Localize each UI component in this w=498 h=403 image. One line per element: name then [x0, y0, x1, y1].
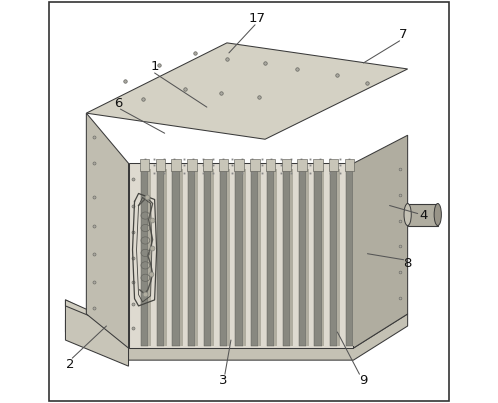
Bar	[227, 169, 230, 346]
Text: 17: 17	[249, 12, 265, 25]
Bar	[180, 169, 183, 346]
Text: 7: 7	[399, 28, 408, 42]
Polygon shape	[65, 300, 128, 332]
Bar	[346, 169, 353, 346]
Bar	[306, 169, 309, 346]
Bar	[290, 169, 293, 346]
Bar	[220, 169, 227, 346]
Bar	[267, 169, 274, 346]
Bar	[298, 169, 306, 346]
Text: 3: 3	[219, 374, 227, 387]
Bar	[219, 159, 228, 171]
Bar	[281, 159, 291, 171]
Text: 8: 8	[403, 257, 412, 270]
Polygon shape	[86, 113, 128, 348]
Bar	[329, 159, 339, 171]
Bar	[203, 159, 213, 171]
Bar	[172, 169, 180, 346]
Bar	[330, 169, 337, 346]
Polygon shape	[65, 300, 128, 366]
Bar	[313, 159, 323, 171]
Bar	[274, 169, 277, 346]
Bar	[187, 159, 197, 171]
Polygon shape	[86, 43, 408, 139]
Bar	[314, 169, 322, 346]
Bar	[408, 204, 438, 226]
Polygon shape	[65, 314, 408, 360]
Bar	[171, 159, 181, 171]
Bar	[345, 159, 354, 171]
Bar	[258, 169, 261, 346]
Bar	[211, 169, 214, 346]
Bar	[297, 159, 307, 171]
Bar	[322, 169, 324, 346]
Polygon shape	[354, 135, 408, 348]
Text: 9: 9	[359, 374, 368, 387]
Bar	[250, 159, 259, 171]
Bar	[266, 159, 275, 171]
Bar	[155, 159, 165, 171]
Text: 6: 6	[114, 97, 123, 110]
Text: 4: 4	[419, 209, 428, 222]
Bar	[148, 169, 151, 346]
Bar	[234, 159, 244, 171]
Bar	[353, 169, 356, 346]
Bar	[164, 169, 167, 346]
Ellipse shape	[434, 204, 441, 226]
Bar	[283, 169, 290, 346]
Text: 2: 2	[66, 357, 75, 371]
Bar	[204, 169, 211, 346]
Ellipse shape	[404, 204, 411, 226]
Bar	[140, 159, 149, 171]
Bar	[337, 169, 340, 346]
Bar	[141, 169, 148, 346]
Bar	[251, 169, 258, 346]
Polygon shape	[128, 163, 354, 348]
Bar	[236, 169, 243, 346]
Bar	[195, 169, 198, 346]
Bar	[243, 169, 246, 346]
Bar	[188, 169, 195, 346]
Text: 1: 1	[150, 60, 159, 73]
Bar	[157, 169, 164, 346]
